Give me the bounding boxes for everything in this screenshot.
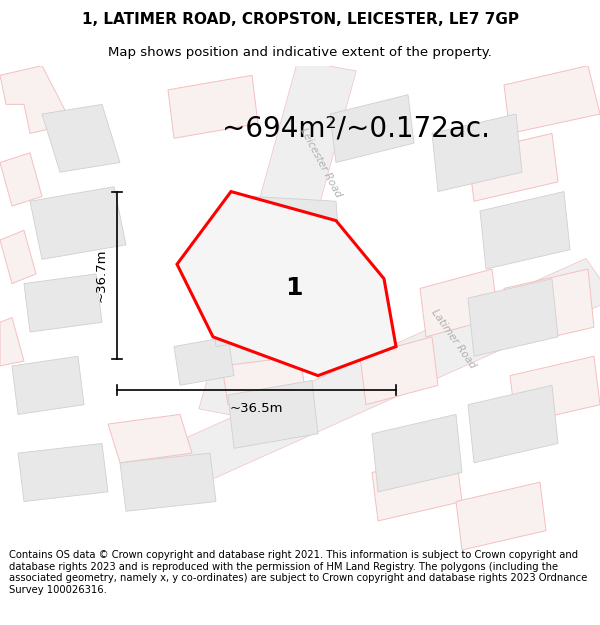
- Polygon shape: [42, 104, 120, 172]
- Polygon shape: [177, 191, 396, 376]
- Polygon shape: [120, 453, 216, 511]
- Polygon shape: [468, 133, 558, 201]
- Text: 1, LATIMER ROAD, CROPSTON, LEICESTER, LE7 7GP: 1, LATIMER ROAD, CROPSTON, LEICESTER, LE…: [82, 12, 518, 27]
- Text: ~36.7m: ~36.7m: [95, 248, 108, 302]
- Polygon shape: [420, 269, 498, 337]
- Polygon shape: [0, 318, 24, 366]
- Polygon shape: [174, 337, 234, 385]
- Text: Map shows position and indicative extent of the property.: Map shows position and indicative extent…: [108, 46, 492, 59]
- Text: Leicester Road: Leicester Road: [298, 126, 344, 199]
- Polygon shape: [432, 114, 522, 191]
- Polygon shape: [372, 453, 462, 521]
- Polygon shape: [154, 258, 600, 493]
- Polygon shape: [468, 385, 558, 462]
- Text: Contains OS data © Crown copyright and database right 2021. This information is : Contains OS data © Crown copyright and d…: [9, 550, 587, 595]
- Polygon shape: [210, 289, 282, 346]
- Polygon shape: [330, 94, 414, 162]
- Polygon shape: [504, 269, 594, 346]
- Polygon shape: [12, 356, 84, 414]
- Polygon shape: [30, 187, 126, 259]
- Polygon shape: [468, 279, 558, 356]
- Polygon shape: [252, 196, 342, 279]
- Polygon shape: [0, 66, 72, 133]
- Polygon shape: [168, 75, 258, 138]
- Polygon shape: [510, 356, 600, 424]
- Text: ~694m²/~0.172ac.: ~694m²/~0.172ac.: [222, 114, 490, 142]
- Text: 1: 1: [285, 276, 302, 300]
- Polygon shape: [222, 356, 306, 405]
- Polygon shape: [456, 482, 546, 550]
- Polygon shape: [372, 414, 462, 492]
- Polygon shape: [0, 152, 42, 206]
- Polygon shape: [24, 274, 102, 332]
- Polygon shape: [0, 230, 36, 284]
- Polygon shape: [360, 337, 438, 405]
- Polygon shape: [108, 414, 192, 462]
- Polygon shape: [199, 61, 356, 420]
- Polygon shape: [228, 381, 318, 448]
- Polygon shape: [480, 191, 570, 269]
- Polygon shape: [18, 444, 108, 501]
- Text: ~36.5m: ~36.5m: [230, 402, 283, 415]
- Text: Latimer Road: Latimer Road: [429, 308, 477, 371]
- Polygon shape: [504, 66, 600, 133]
